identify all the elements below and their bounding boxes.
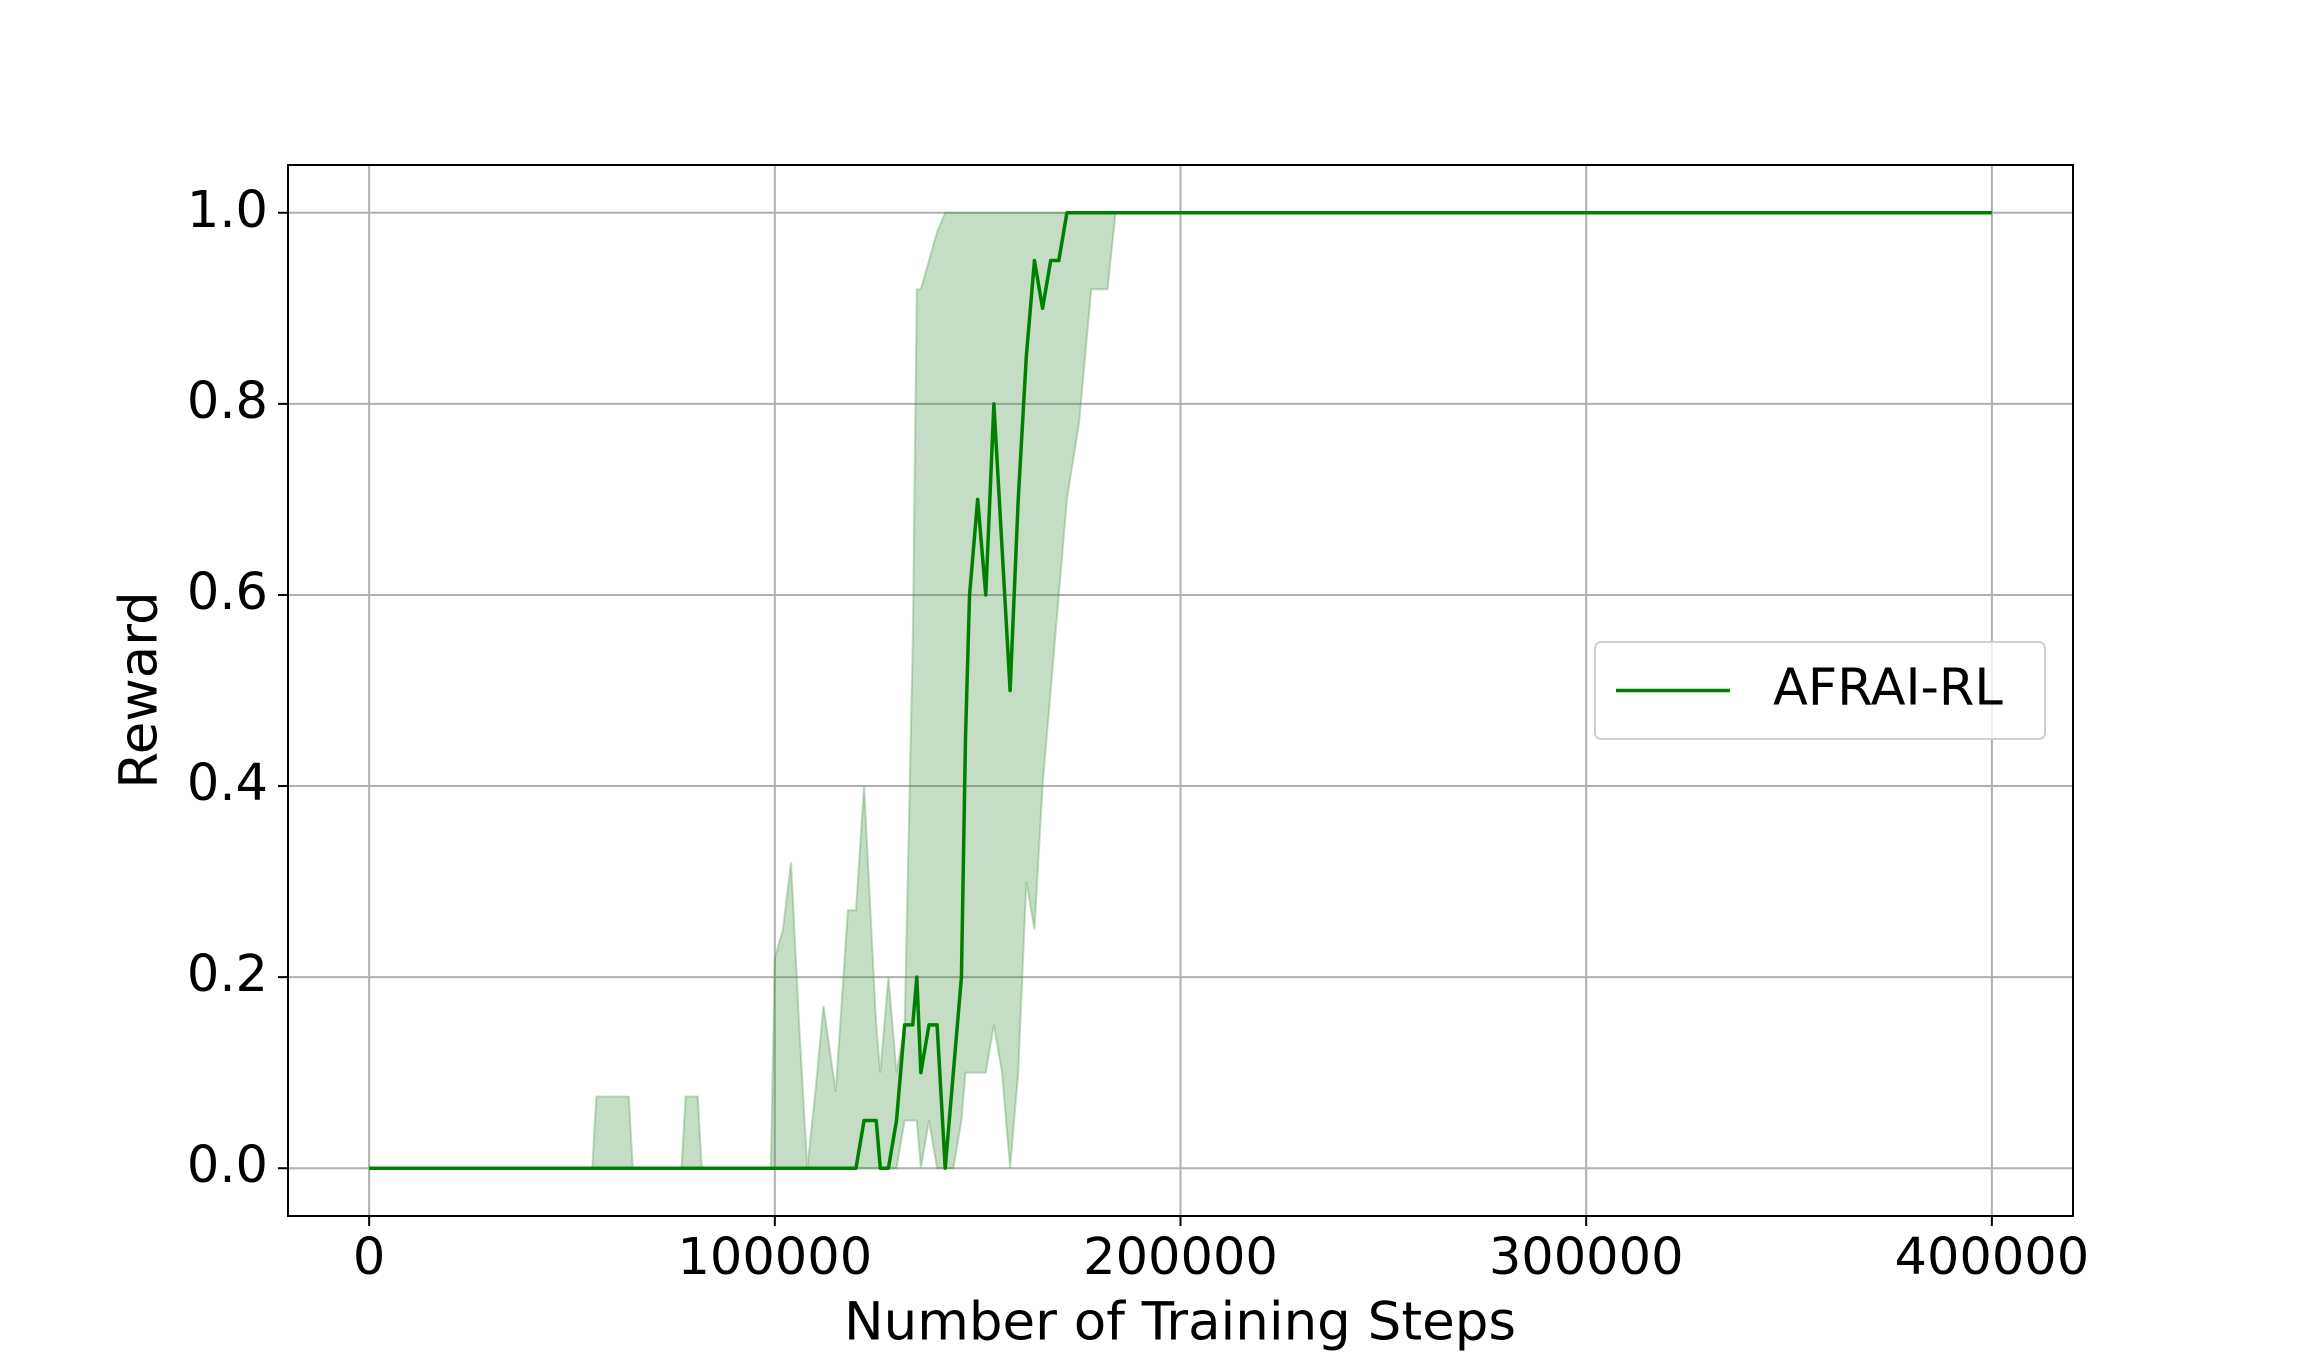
x-tick-label: 0 bbox=[353, 1228, 385, 1287]
legend-label: AFRAI-RL bbox=[1773, 659, 2003, 718]
y-axis-label: Reward bbox=[109, 591, 170, 788]
y-tick-label: 1.0 bbox=[187, 181, 268, 240]
x-tick-label: 400000 bbox=[1895, 1228, 2090, 1287]
plot-frame bbox=[287, 164, 2074, 1217]
x-tick-label: 200000 bbox=[1083, 1228, 1278, 1287]
y-tick-label: 0.4 bbox=[187, 754, 268, 813]
x-tick-label: 100000 bbox=[677, 1228, 872, 1287]
legend-box bbox=[1594, 641, 2046, 740]
y-tick-label: 0.2 bbox=[187, 945, 268, 1004]
y-tick-label: 0.8 bbox=[187, 372, 268, 431]
x-tick-label: 300000 bbox=[1489, 1228, 1684, 1287]
x-axis-label: Number of Training Steps bbox=[844, 1292, 1516, 1353]
y-tick-label: 0.0 bbox=[187, 1136, 268, 1195]
line bbox=[369, 211, 1992, 1170]
y-tick-label: 0.6 bbox=[187, 563, 268, 622]
